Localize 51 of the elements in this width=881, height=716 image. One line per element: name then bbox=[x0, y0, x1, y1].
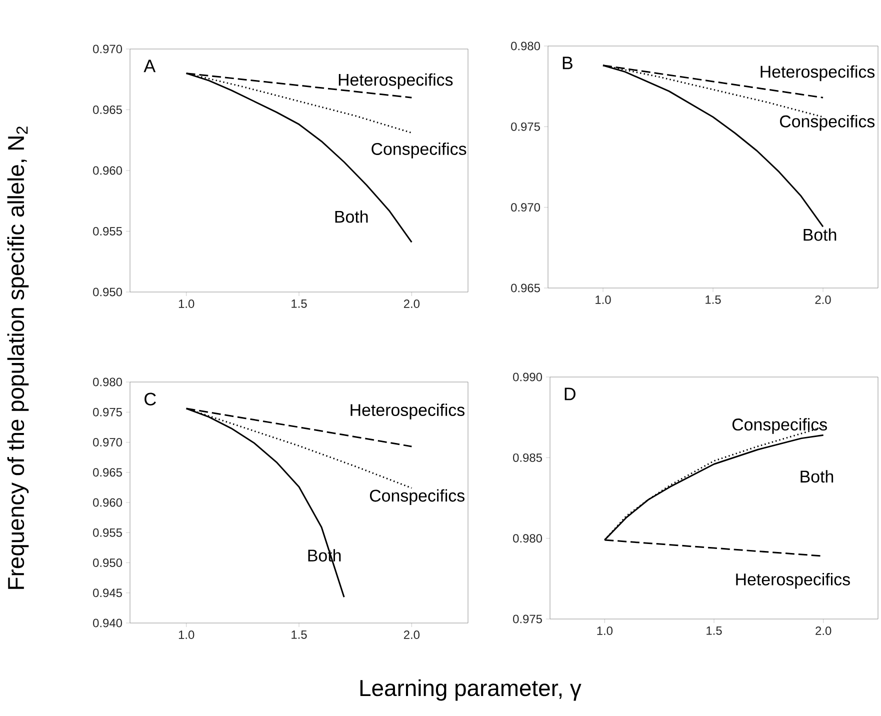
y-tick-label: 0.965 bbox=[93, 106, 122, 114]
y-tick-label: 0.950 bbox=[93, 288, 122, 296]
y-tick-label: 0.940 bbox=[93, 618, 122, 628]
y-tick-label: 0.970 bbox=[93, 44, 122, 54]
x-tick-label: 1.5 bbox=[292, 630, 307, 639]
y-tick-label: 0.975 bbox=[93, 408, 122, 416]
series-label: Conspecifics bbox=[732, 418, 827, 434]
y-tick-label: 0.980 bbox=[513, 534, 542, 543]
x-tick-label: 2.0 bbox=[816, 626, 832, 635]
series-label: Conspecifics bbox=[370, 489, 464, 506]
chart-title: C bbox=[144, 392, 156, 406]
y-tick-label: 0.965 bbox=[93, 468, 122, 477]
x-tick-label: 1.5 bbox=[706, 296, 721, 304]
y-tick-label: 0.980 bbox=[511, 42, 540, 50]
y-tick-label: 0.960 bbox=[93, 166, 122, 175]
series-label: Conspecifics bbox=[780, 114, 875, 131]
chart-title: A bbox=[144, 60, 156, 72]
series-label: Both bbox=[335, 210, 368, 223]
x-tick-label: 2.0 bbox=[404, 300, 420, 308]
x-axis-title: Learning parameter, γ bbox=[360, 679, 582, 701]
chart-title: B bbox=[562, 56, 572, 70]
x-tick-label: 1.0 bbox=[178, 300, 194, 308]
chart-title: D bbox=[564, 388, 576, 400]
series-label: Both bbox=[804, 228, 836, 241]
series-label: Heterospecifics bbox=[350, 404, 464, 420]
series-label: Both bbox=[800, 470, 834, 483]
x-tick-label: 2.0 bbox=[404, 630, 420, 639]
y-tick-label: 0.975 bbox=[513, 614, 542, 624]
y-tick-label: 0.970 bbox=[93, 438, 122, 446]
series-label: Conspecifics bbox=[372, 142, 466, 158]
y-axis-title: Frequency of the population specific allele, N$_{2}$ bbox=[7, 126, 29, 589]
y-tick-label: 0.985 bbox=[513, 453, 542, 462]
y-tick-label: 0.965 bbox=[511, 284, 540, 292]
x-tick-label: 1.0 bbox=[596, 296, 611, 304]
y-tick-label: 0.950 bbox=[93, 558, 122, 567]
y-tick-label: 0.980 bbox=[93, 378, 122, 386]
y-tick-label: 0.990 bbox=[513, 372, 542, 382]
series-label: Heterospecifics bbox=[736, 572, 850, 589]
x-tick-label: 1.5 bbox=[292, 300, 307, 308]
y-tick-label: 0.955 bbox=[93, 528, 122, 537]
x-tick-label: 2.0 bbox=[815, 296, 831, 304]
series-label: Heterospecifics bbox=[338, 73, 453, 90]
y-tick-label: 0.960 bbox=[93, 498, 122, 507]
x-tick-label: 1.0 bbox=[597, 626, 613, 635]
y-tick-label: 0.955 bbox=[93, 227, 122, 236]
x-tick-label: 1.5 bbox=[706, 626, 722, 635]
y-tick-label: 0.970 bbox=[511, 203, 540, 212]
x-tick-label: 1.0 bbox=[178, 630, 194, 639]
y-tick-label: 0.945 bbox=[93, 588, 122, 598]
y-tick-label: 0.975 bbox=[511, 122, 540, 131]
series-label: Heterospecifics bbox=[760, 65, 875, 82]
